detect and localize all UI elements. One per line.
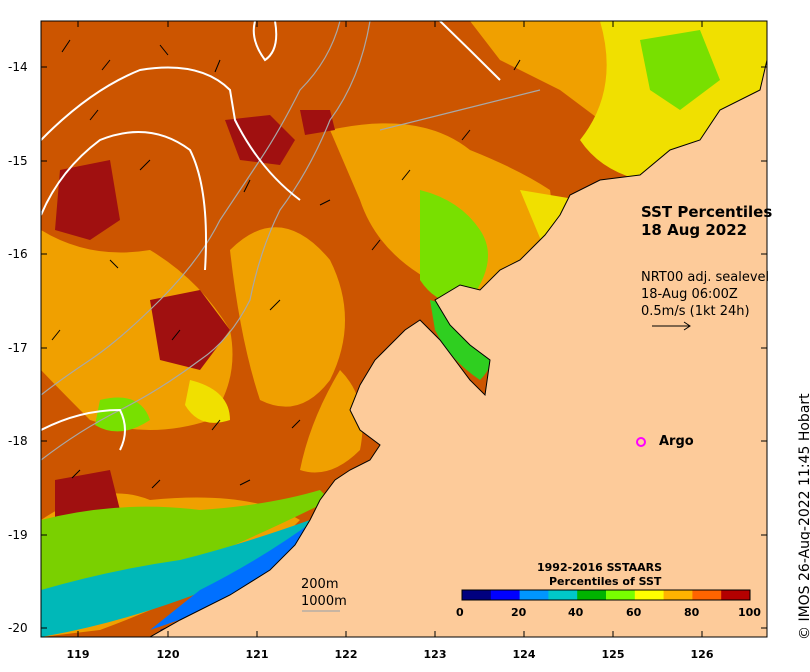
imos-credit: © IMOS 26-Aug-2022 11:45 Hobart bbox=[797, 393, 810, 640]
colorbar-swatch bbox=[548, 590, 578, 600]
x-tick-label: 126 bbox=[690, 648, 714, 661]
x-tick-label: 120 bbox=[156, 648, 180, 661]
axis-ticks bbox=[41, 21, 767, 637]
colorbar-tick-40: 40 bbox=[568, 606, 584, 619]
x-tick-label: 119 bbox=[66, 648, 90, 661]
isobath-label-1000m: 1000m bbox=[301, 594, 347, 609]
map-title-line2: 18 Aug 2022 bbox=[641, 221, 748, 239]
x-tick-label: 121 bbox=[245, 648, 269, 661]
colorbar-tick-100: 100 bbox=[738, 606, 761, 619]
argo-circle-marker bbox=[636, 437, 646, 447]
current-info-line1: NRT00 adj. sealevel bbox=[641, 270, 770, 285]
x-tick-label: 124 bbox=[512, 648, 536, 661]
current-info-line3: 0.5m/s (1kt 24h) bbox=[641, 304, 750, 319]
isobath-label-200m: 200m bbox=[301, 577, 339, 592]
y-tick-label: -18 bbox=[8, 434, 28, 448]
colorbar-swatch bbox=[490, 590, 521, 600]
colorbar-swatch bbox=[519, 590, 549, 600]
colorbar-title-line1: 1992-2016 SSTAARS bbox=[537, 561, 663, 574]
colorbar-swatch bbox=[577, 590, 607, 600]
colorbar-tick-0: 0 bbox=[456, 606, 464, 619]
colorbar bbox=[461, 589, 751, 601]
y-tick-label: -19 bbox=[8, 528, 28, 542]
colorbar-tick-60: 60 bbox=[626, 606, 642, 619]
argo-label: Argo bbox=[659, 434, 694, 449]
sealevel-contours bbox=[41, 21, 501, 451]
x-tick-label: 123 bbox=[423, 648, 447, 661]
x-tick-label: 122 bbox=[334, 648, 358, 661]
x-tick-label: 125 bbox=[601, 648, 625, 661]
colorbar-title-line2: Percentiles of SST bbox=[549, 575, 662, 588]
colorbar-swatch bbox=[663, 590, 693, 600]
colorbar-tick-20: 20 bbox=[511, 606, 527, 619]
y-tick-label: -17 bbox=[8, 341, 28, 355]
y-tick-label: -15 bbox=[8, 154, 28, 168]
scale-arrow bbox=[652, 321, 691, 331]
current-vectors bbox=[51, 39, 521, 489]
colorbar-swatch bbox=[634, 590, 665, 600]
plot-frame bbox=[40, 20, 768, 638]
colorbar-swatch bbox=[462, 590, 492, 600]
colorbar-swatch bbox=[606, 590, 636, 600]
colorbar-swatch bbox=[692, 590, 722, 600]
y-tick-label: -20 bbox=[8, 621, 28, 635]
y-tick-label: -14 bbox=[8, 60, 28, 74]
colorbar-swatch bbox=[721, 590, 751, 600]
map-title-line1: SST Percentiles bbox=[641, 203, 773, 221]
colorbar-frame bbox=[461, 589, 751, 601]
current-info-line2: 18-Aug 06:00Z bbox=[641, 287, 738, 302]
land-mass bbox=[148, 59, 767, 637]
y-tick-label: -16 bbox=[8, 247, 28, 261]
colorbar-tick-80: 80 bbox=[684, 606, 700, 619]
